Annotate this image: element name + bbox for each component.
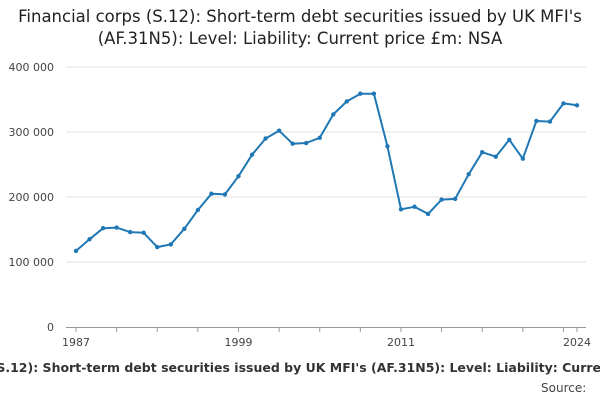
legend: Financial corps (S.12): Short-term debt … [0, 360, 600, 380]
data-point[interactable] [344, 99, 350, 104]
data-point[interactable] [358, 91, 363, 96]
data-point[interactable] [73, 248, 79, 254]
data-point[interactable] [385, 144, 390, 149]
data-point[interactable] [547, 119, 553, 124]
x-tick-label: 2024 [563, 336, 591, 349]
data-point[interactable] [561, 101, 566, 106]
y-tick-label: 400 000 [9, 61, 55, 74]
data-point[interactable] [263, 136, 268, 141]
data-point[interactable] [182, 226, 187, 232]
data-point[interactable] [100, 226, 106, 231]
source-label: Source: [541, 381, 587, 395]
x-tick-label: 1999 [224, 336, 252, 349]
series-line [75, 92, 578, 252]
grid-lines [66, 66, 586, 263]
data-point[interactable] [439, 197, 444, 202]
data-point[interactable] [520, 156, 526, 161]
chart-title: Financial corps (S.12): Short-term debt … [18, 7, 582, 48]
data-point[interactable] [398, 207, 404, 212]
y-tick-labels: 0 100 000 200 000 300 000 400 000 [9, 61, 55, 334]
data-point[interactable] [141, 230, 146, 235]
series [75, 92, 578, 252]
y-tick-label: 0 [47, 321, 54, 334]
data-point[interactable] [425, 211, 431, 217]
data-point[interactable] [371, 91, 377, 96]
source-footer: Source: [0, 381, 600, 399]
data-point[interactable] [276, 128, 282, 133]
data-point[interactable] [317, 135, 322, 141]
y-tick-label: 200 000 [9, 191, 55, 204]
axes [66, 327, 586, 332]
y-tick-label: 300 000 [9, 126, 55, 139]
data-point[interactable] [195, 207, 201, 213]
data-point[interactable] [168, 242, 173, 247]
data-point[interactable] [127, 229, 133, 235]
data-point[interactable] [507, 137, 512, 142]
data-point[interactable] [574, 103, 580, 108]
data-point[interactable] [452, 196, 458, 202]
data-point[interactable] [155, 244, 160, 250]
x-tick-labels: 1987 1999 2011 2024 [62, 336, 591, 349]
data-point[interactable] [114, 225, 119, 230]
data-point[interactable] [303, 140, 309, 146]
data-point[interactable] [493, 154, 498, 159]
data-point[interactable] [412, 204, 417, 209]
data-point[interactable] [480, 149, 485, 155]
data-points [73, 91, 580, 254]
data-point[interactable] [534, 118, 539, 124]
x-tick-label: 1987 [62, 336, 90, 349]
data-point[interactable] [236, 174, 241, 179]
data-point[interactable] [222, 192, 228, 197]
x-tick-label: 2011 [387, 336, 415, 349]
data-point[interactable] [466, 172, 471, 177]
data-point[interactable] [249, 152, 255, 157]
data-point[interactable] [290, 141, 295, 146]
legend-entry[interactable]: Financial corps (S.12): Short-term debt … [0, 360, 600, 375]
data-point[interactable] [209, 191, 214, 196]
data-point[interactable] [87, 237, 92, 242]
data-point[interactable] [331, 112, 336, 117]
y-tick-label: 100 000 [9, 256, 55, 269]
